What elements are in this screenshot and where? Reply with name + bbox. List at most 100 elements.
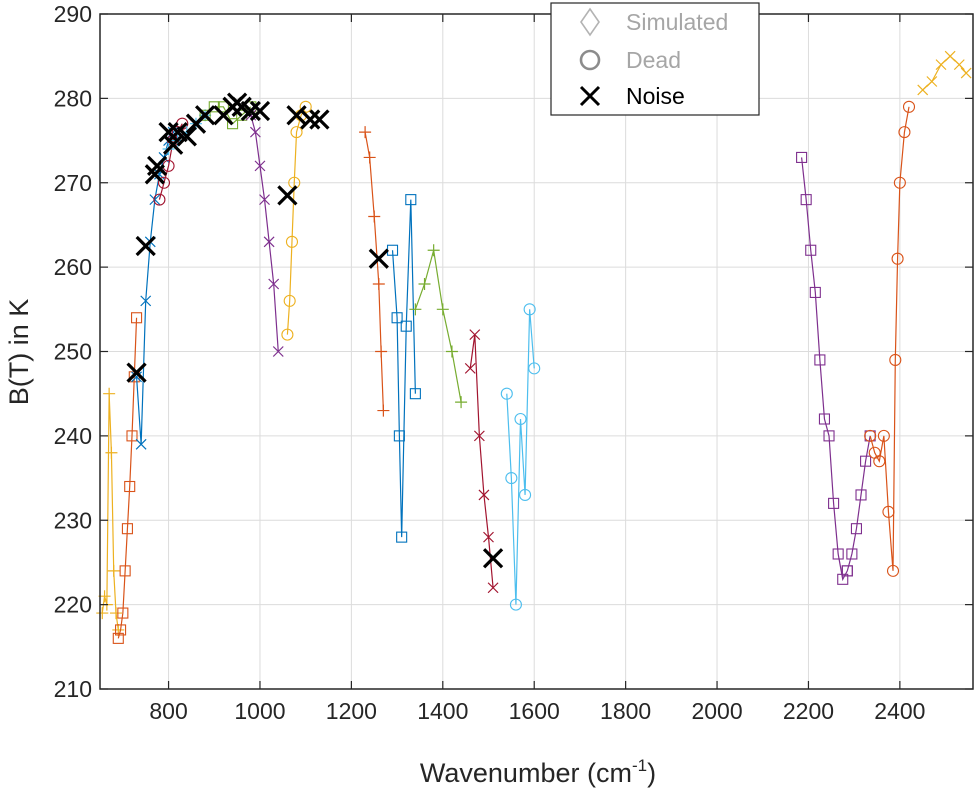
y-tick-label: 290 (54, 1, 92, 27)
data-point (249, 126, 261, 138)
data-point (135, 438, 147, 450)
series-line (846, 435, 871, 572)
data-point (483, 531, 494, 543)
data-point (112, 632, 124, 644)
series-line (469, 334, 494, 588)
legend-label-noise: Noise (626, 83, 685, 109)
data-point (509, 598, 522, 611)
data-point (846, 548, 858, 560)
data-point (832, 548, 844, 560)
data-point (902, 100, 916, 113)
data-point (877, 429, 890, 442)
data-point (359, 126, 372, 139)
x-tick-label: 1000 (234, 698, 285, 724)
noise-point (158, 121, 179, 143)
data-point (405, 194, 417, 206)
series-10 (409, 244, 468, 409)
series-1 (112, 312, 143, 644)
data-point (917, 84, 929, 96)
x-tick-label: 1200 (326, 698, 377, 724)
noise-point (135, 235, 156, 257)
data-point (864, 429, 877, 442)
data-point (505, 472, 518, 485)
y-tick-label: 250 (54, 339, 92, 365)
data-point (117, 607, 129, 619)
data-point (464, 362, 476, 374)
data-point (157, 176, 171, 189)
data-point (841, 565, 853, 577)
series-line (414, 250, 462, 403)
series-line (286, 106, 307, 335)
noise-point (300, 109, 321, 130)
data-point (283, 294, 296, 307)
data-point (363, 151, 376, 164)
noise-point (286, 105, 307, 126)
data-point (149, 194, 161, 206)
series-line (364, 132, 384, 411)
x-tick-label: 1600 (509, 698, 560, 724)
noise-point (482, 548, 504, 569)
series-16 (917, 50, 972, 96)
data-point (131, 371, 142, 383)
data-point (396, 531, 408, 543)
series-line (506, 309, 535, 605)
y-tick-label: 220 (54, 592, 92, 618)
data-point (519, 488, 532, 501)
circle-icon (579, 49, 601, 71)
data-point (814, 354, 826, 366)
noise-markers (126, 92, 504, 569)
data-point (115, 624, 127, 636)
legend: Simulated Dead Noise (550, 2, 760, 116)
noise-point (249, 100, 271, 122)
series-8 (359, 126, 390, 417)
noise-point (309, 109, 330, 130)
data-point (960, 67, 972, 79)
data-point (523, 303, 536, 316)
data-point (393, 430, 405, 442)
data-point (290, 126, 303, 139)
x-tick-label: 2200 (783, 698, 834, 724)
data-point (882, 505, 895, 518)
series-line (801, 157, 848, 582)
data-point (208, 101, 220, 113)
data-point (873, 455, 886, 468)
data-point (103, 387, 116, 400)
noise-point (277, 185, 298, 206)
data-point (285, 235, 299, 248)
y-tick-label: 270 (54, 170, 92, 196)
y-tick-label: 230 (54, 507, 92, 533)
data-point (391, 312, 403, 324)
series-0 (96, 387, 125, 636)
data-point (528, 362, 541, 375)
legend-label-simulated: Simulated (626, 9, 728, 35)
data-point (372, 278, 385, 290)
y-tick-label: 240 (54, 423, 92, 449)
data-point (893, 176, 906, 189)
data-point (800, 194, 812, 206)
data-point (226, 118, 239, 130)
data-point (409, 303, 422, 316)
data-point (500, 387, 513, 400)
legend-entry-noise: Noise (579, 83, 685, 109)
data-point (105, 446, 118, 459)
data-point (400, 320, 412, 332)
series-line (391, 199, 416, 538)
data-series (96, 50, 972, 644)
x-tick-labels: 800 1000 1200 1400 1600 1800 2000 2200 2400 (149, 698, 925, 724)
series-15 (864, 100, 916, 577)
data-point (140, 295, 152, 307)
noise-point (162, 134, 184, 155)
data-point (131, 312, 143, 324)
y-tick-label: 280 (54, 85, 92, 111)
data-point (805, 244, 817, 256)
legend-entry-simulated: Simulated (580, 7, 728, 37)
data-point (455, 396, 468, 409)
noise-point (368, 248, 389, 269)
data-point (272, 346, 284, 357)
x-tick-label: 1800 (600, 698, 651, 724)
data-point (944, 50, 956, 62)
data-point (926, 76, 938, 87)
data-point (796, 151, 808, 163)
data-point (487, 582, 499, 594)
